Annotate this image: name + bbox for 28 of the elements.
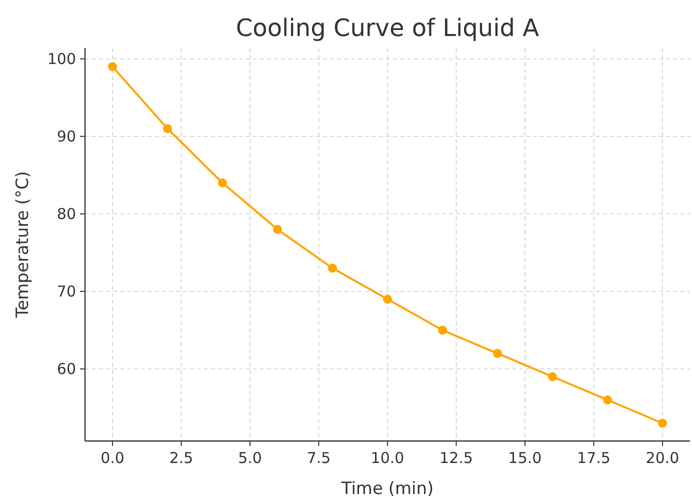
y-tick-label: 90 xyxy=(56,128,76,146)
point xyxy=(328,264,337,273)
point xyxy=(383,294,392,304)
point xyxy=(493,348,502,358)
y-axis-title: Temperature (°C) xyxy=(13,171,33,319)
point xyxy=(163,124,172,134)
x-tick-label: 0.0 xyxy=(100,449,124,467)
point xyxy=(658,418,667,428)
point xyxy=(108,62,117,72)
x-tick-label: 12.5 xyxy=(440,449,473,467)
x-tick-label: 20.0 xyxy=(646,449,680,467)
x-tick-label: 17.5 xyxy=(577,449,610,467)
y-tick-label: 60 xyxy=(56,360,76,378)
y-tick-label: 100 xyxy=(47,50,76,68)
point xyxy=(218,178,227,188)
x-tick-label: 7.5 xyxy=(306,449,331,467)
chart-title: Cooling Curve of Liquid A xyxy=(236,14,540,42)
y-tick-label: 70 xyxy=(56,282,76,301)
y-tick-label: 80 xyxy=(56,205,76,224)
x-axis-title: Time (min) xyxy=(340,479,434,496)
x-tick-label: 10.0 xyxy=(370,449,404,467)
x-tick-label: 5.0 xyxy=(238,449,262,467)
point xyxy=(548,372,557,382)
x-tick-label: 15.0 xyxy=(508,449,542,467)
point xyxy=(273,224,282,234)
point xyxy=(438,326,447,335)
point xyxy=(603,395,612,404)
x-tick-label: 2.5 xyxy=(169,449,194,467)
